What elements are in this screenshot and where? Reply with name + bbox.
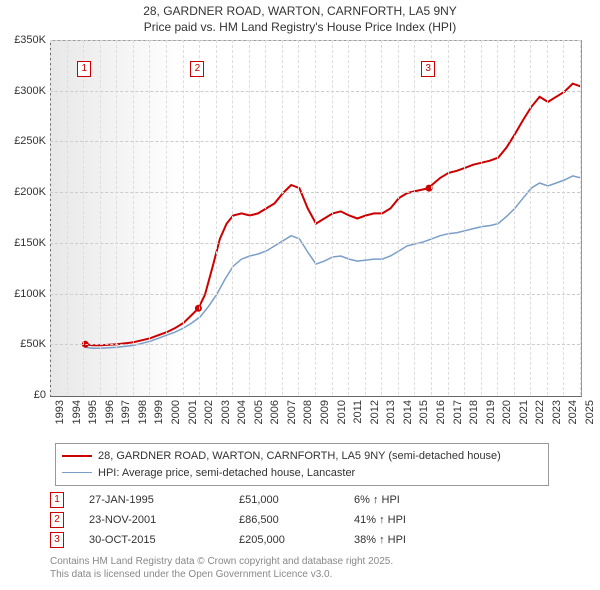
series-hpi [85, 176, 581, 348]
legend-label-hpi: HPI: Average price, semi-detached house,… [98, 465, 355, 482]
legend-row-price-paid: 28, GARDNER ROAD, WARTON, CARNFORTH, LA5… [62, 448, 542, 465]
x-tick-label: 2004 [236, 400, 248, 424]
title-line2: Price paid vs. HM Land Registry's House … [144, 20, 456, 34]
txn-marker-1: 1 [50, 492, 64, 508]
x-tick-label: 2024 [567, 400, 579, 424]
footer-line2: This data is licensed under the Open Gov… [50, 569, 332, 580]
line-svg [51, 41, 581, 396]
x-tick-label: 2012 [369, 400, 381, 424]
txn-price: £86,500 [239, 514, 354, 526]
legend-swatch-price-paid [62, 455, 92, 457]
chart-title: 28, GARDNER ROAD, WARTON, CARNFORTH, LA5… [0, 0, 600, 35]
x-tick-label: 2013 [385, 400, 397, 424]
txn-date: 30-OCT-2015 [89, 534, 239, 546]
x-tick-label: 2005 [253, 400, 265, 424]
x-tick-label: 2011 [352, 400, 364, 424]
chart-callout-3: 3 [421, 61, 435, 77]
legend-box: 28, GARDNER ROAD, WARTON, CARNFORTH, LA5… [55, 443, 549, 486]
legend-swatch-hpi [62, 472, 92, 473]
txn-price: £205,000 [239, 534, 354, 546]
chart-callout-2: 2 [190, 61, 204, 77]
transactions-table: 1 27-JAN-1995 £51,000 6% ↑ HPI 2 23-NOV-… [50, 490, 474, 550]
x-tick-label: 2025 [584, 400, 596, 424]
x-tick-label: 2007 [286, 400, 298, 424]
x-tick-label: 1994 [71, 400, 83, 424]
y-tick-label: £50K [2, 338, 46, 350]
y-tick-label: £100K [2, 288, 46, 300]
txn-pct: 6% ↑ HPI [354, 494, 474, 506]
chart-container: 28, GARDNER ROAD, WARTON, CARNFORTH, LA5… [0, 0, 600, 590]
y-tick-label: £250K [2, 135, 46, 147]
x-tick-label: 2000 [170, 400, 182, 424]
x-tick-label: 2021 [518, 400, 530, 424]
x-tick-label: 2002 [203, 400, 215, 424]
x-tick-label: 1993 [54, 400, 66, 424]
x-tick-label: 2010 [336, 400, 348, 424]
y-tick-label: £350K [2, 34, 46, 46]
x-tick-label: 2008 [302, 400, 314, 424]
txn-pct: 38% ↑ HPI [354, 534, 474, 546]
title-line1: 28, GARDNER ROAD, WARTON, CARNFORTH, LA5… [143, 4, 457, 18]
x-tick-label: 2016 [435, 400, 447, 424]
table-row: 2 23-NOV-2001 £86,500 41% ↑ HPI [50, 510, 474, 530]
x-tick-label: 2018 [468, 400, 480, 424]
txn-marker-2: 2 [50, 512, 64, 528]
x-tick-label: 2022 [534, 400, 546, 424]
x-tick-label: 2015 [418, 400, 430, 424]
table-row: 1 27-JAN-1995 £51,000 6% ↑ HPI [50, 490, 474, 510]
table-row: 3 30-OCT-2015 £205,000 38% ↑ HPI [50, 530, 474, 550]
x-tick-label: 1995 [87, 400, 99, 424]
txn-date: 23-NOV-2001 [89, 514, 239, 526]
x-tick-label: 1997 [120, 400, 132, 424]
txn-marker-3: 3 [50, 532, 64, 548]
x-tick-label: 2023 [551, 400, 563, 424]
x-tick-label: 1999 [153, 400, 165, 424]
x-tick-label: 2009 [319, 400, 331, 424]
txn-price: £51,000 [239, 494, 354, 506]
txn-pct: 41% ↑ HPI [354, 514, 474, 526]
y-tick-label: £300K [2, 85, 46, 97]
x-tick-label: 2019 [485, 400, 497, 424]
x-tick-label: 2017 [452, 400, 464, 424]
chart-callout-1: 1 [77, 61, 91, 77]
series-price_paid [85, 84, 581, 346]
y-tick-label: £200K [2, 186, 46, 198]
legend-label-price-paid: 28, GARDNER ROAD, WARTON, CARNFORTH, LA5… [98, 448, 501, 465]
x-tick-label: 2020 [501, 400, 513, 424]
x-tick-label: 1998 [137, 400, 149, 424]
x-tick-label: 1996 [104, 400, 116, 424]
footer-line1: Contains HM Land Registry data © Crown c… [50, 556, 393, 567]
y-tick-label: £150K [2, 237, 46, 249]
y-tick-label: £0 [2, 389, 46, 401]
x-tick-label: 2003 [220, 400, 232, 424]
legend-row-hpi: HPI: Average price, semi-detached house,… [62, 465, 542, 482]
x-tick-label: 2001 [187, 400, 199, 424]
txn-date: 27-JAN-1995 [89, 494, 239, 506]
x-tick-label: 2006 [269, 400, 281, 424]
footer-attribution: Contains HM Land Registry data © Crown c… [50, 555, 393, 581]
x-tick-label: 2014 [402, 400, 414, 424]
